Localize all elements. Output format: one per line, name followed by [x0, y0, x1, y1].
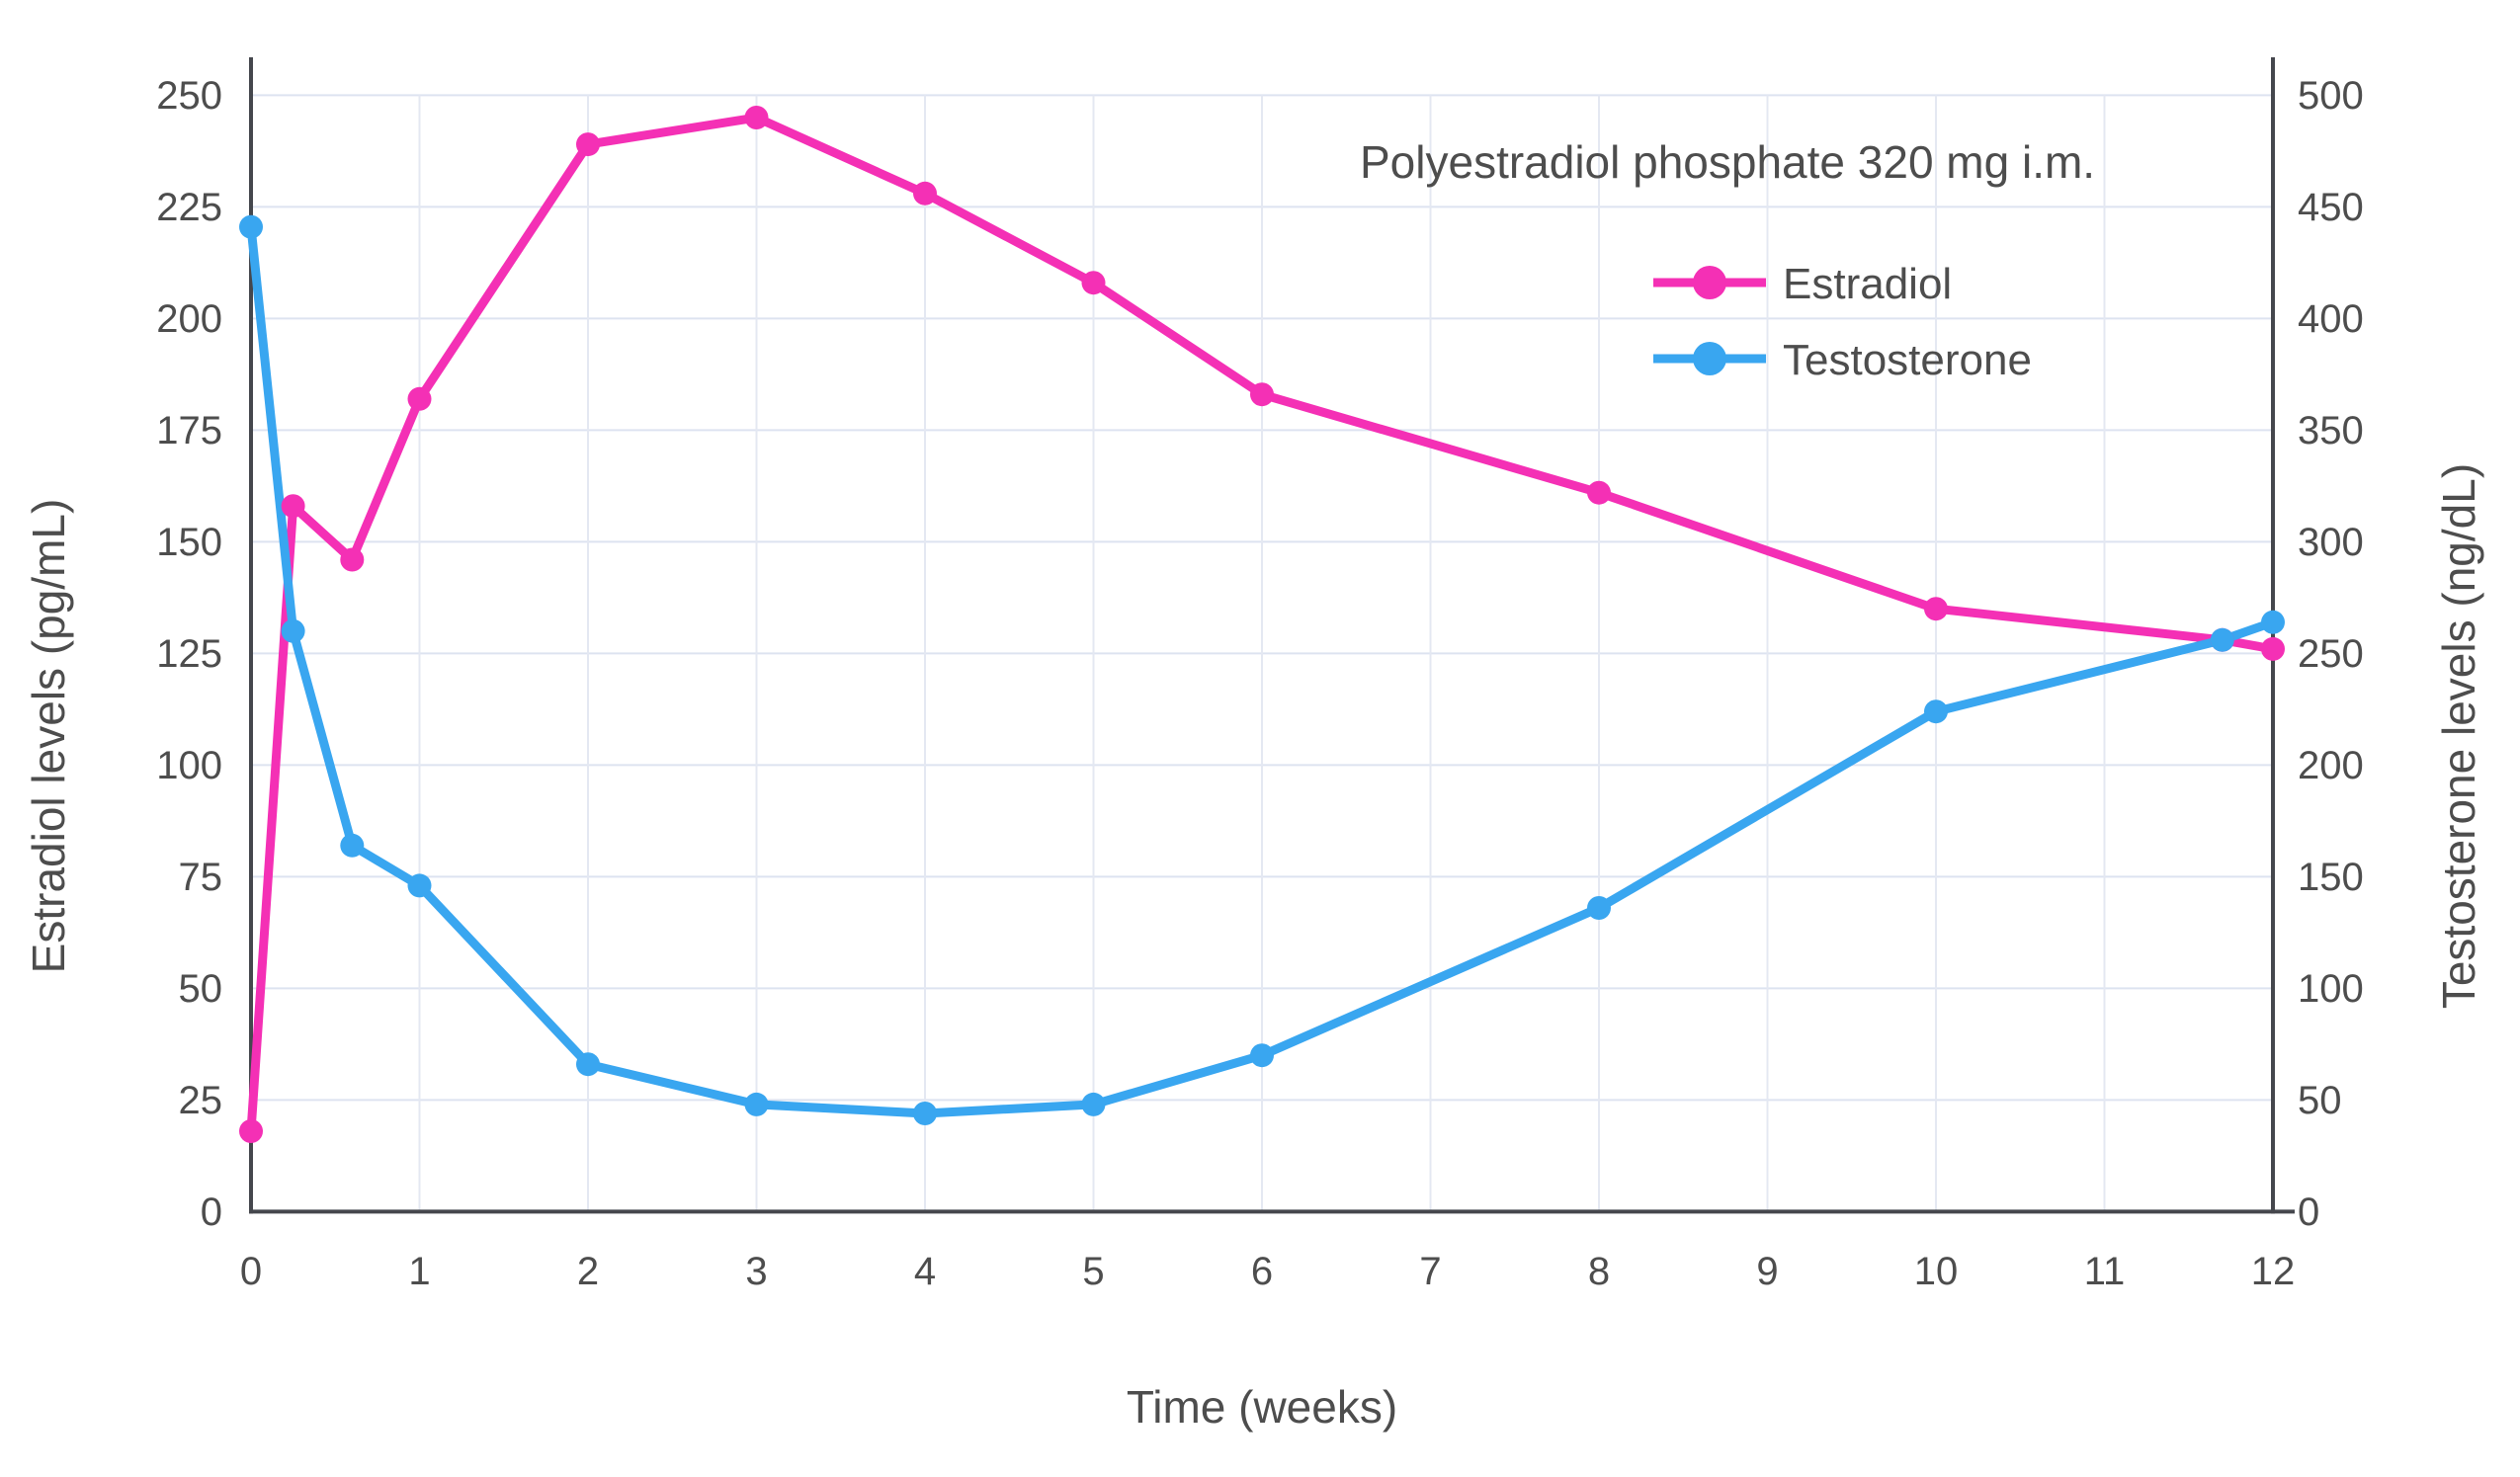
svg-text:100: 100: [2298, 967, 2364, 1011]
svg-text:Polyestradiol phosphate 320 mg: Polyestradiol phosphate 320 mg i.m.: [1360, 136, 2095, 188]
svg-text:10: 10: [1914, 1250, 1959, 1293]
svg-text:6: 6: [1251, 1250, 1273, 1293]
svg-text:150: 150: [156, 521, 222, 564]
svg-text:50: 50: [2298, 1079, 2342, 1122]
svg-text:12: 12: [2251, 1250, 2296, 1293]
svg-text:0: 0: [2298, 1190, 2319, 1234]
svg-text:450: 450: [2298, 186, 2364, 229]
svg-text:3: 3: [745, 1250, 767, 1293]
svg-text:8: 8: [1588, 1250, 1610, 1293]
svg-text:400: 400: [2298, 297, 2364, 341]
svg-text:150: 150: [2298, 856, 2364, 899]
svg-text:75: 75: [179, 856, 223, 899]
svg-text:300: 300: [2298, 521, 2364, 564]
svg-text:175: 175: [156, 409, 222, 452]
svg-text:125: 125: [156, 632, 222, 676]
svg-text:7: 7: [1419, 1250, 1441, 1293]
svg-text:500: 500: [2298, 74, 2364, 118]
svg-text:25: 25: [179, 1079, 223, 1122]
svg-text:225: 225: [156, 186, 222, 229]
svg-text:250: 250: [2298, 632, 2364, 676]
svg-text:Time (weeks): Time (weeks): [1127, 1381, 1397, 1433]
svg-text:100: 100: [156, 744, 222, 787]
svg-text:250: 250: [156, 74, 222, 118]
svg-text:11: 11: [2084, 1250, 2126, 1293]
svg-text:0: 0: [240, 1250, 262, 1293]
svg-text:9: 9: [1756, 1250, 1778, 1293]
svg-text:Testosterone levels (ng/dL): Testosterone levels (ng/dL): [2433, 463, 2484, 1009]
svg-text:2: 2: [577, 1250, 599, 1293]
svg-text:Estradiol levels (pg/mL): Estradiol levels (pg/mL): [23, 499, 74, 974]
svg-text:Testosterone: Testosterone: [1783, 336, 2032, 384]
svg-text:Estradiol: Estradiol: [1783, 260, 1952, 308]
svg-text:1: 1: [408, 1250, 430, 1293]
svg-text:50: 50: [179, 967, 223, 1011]
svg-text:4: 4: [914, 1250, 936, 1293]
svg-text:200: 200: [156, 297, 222, 341]
svg-text:5: 5: [1082, 1250, 1104, 1293]
svg-text:0: 0: [201, 1190, 222, 1234]
svg-text:200: 200: [2298, 744, 2364, 787]
svg-text:350: 350: [2298, 409, 2364, 452]
